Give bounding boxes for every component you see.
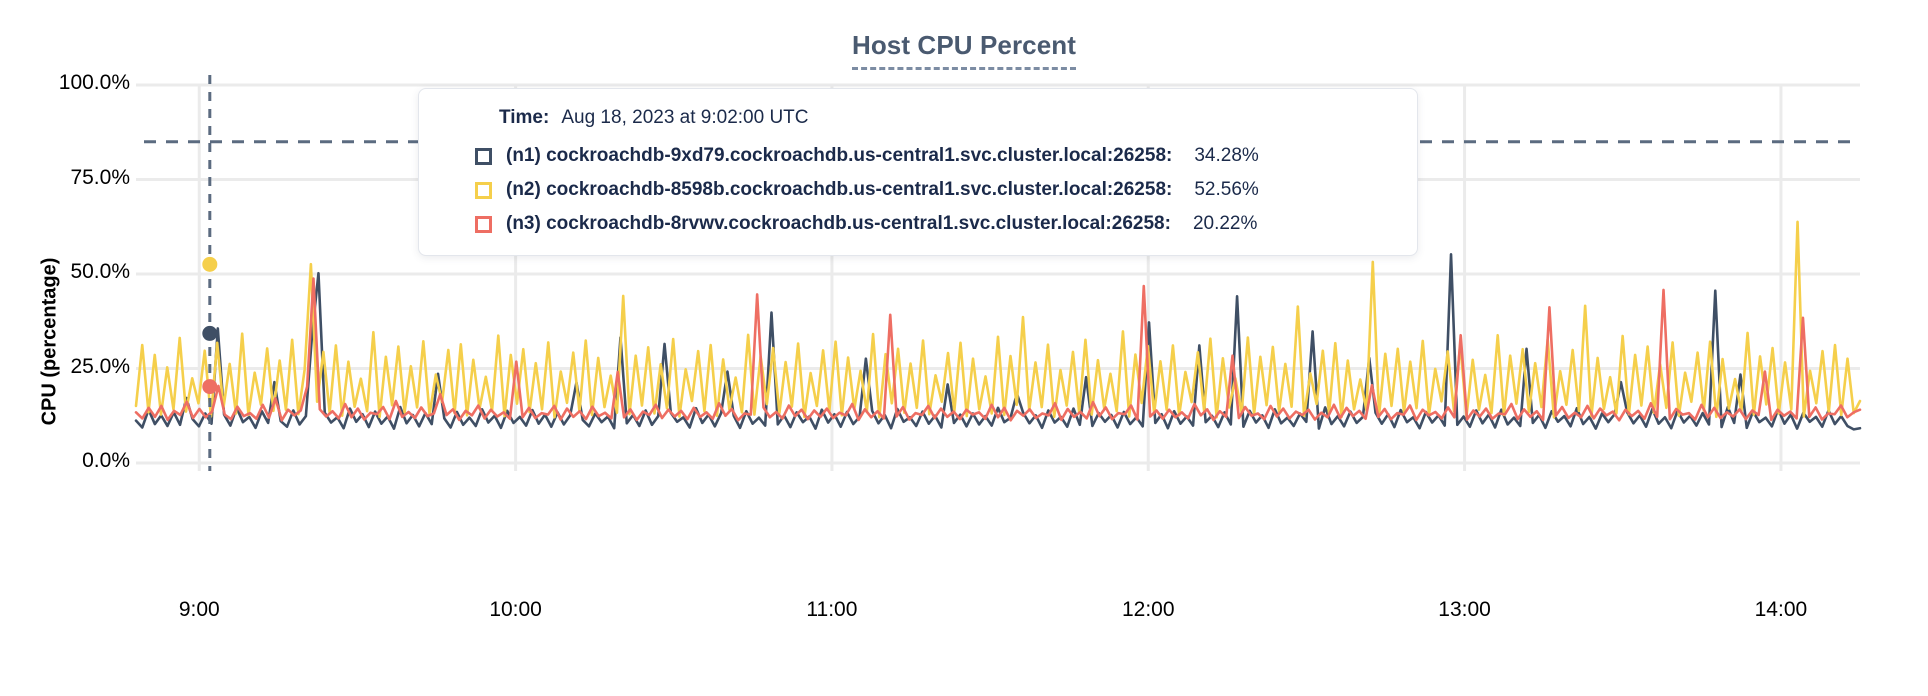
hover-tooltip: Time: Aug 18, 2023 at 9:02:00 UTC (n1) c… [418, 88, 1418, 256]
tooltip-series-list: (n1) cockroachdb-9xd79.cockroachdb.us-ce… [445, 145, 1391, 235]
chart-title-text: Host CPU Percent [851, 30, 1077, 70]
tooltip-series-value: 34.28% [1194, 145, 1259, 166]
y-tick-label: 75.0% [70, 165, 130, 189]
hover-marker-n3[interactable] [202, 379, 218, 395]
x-tick-label: 13:00 [1438, 598, 1491, 621]
series-line-n3[interactable] [134, 277, 1862, 422]
y-axis-title: CPU (percentage) [38, 257, 61, 426]
series-color-swatch-icon [475, 147, 492, 165]
y-axis: 0.0% 25.0% 50.0% 75.0% 100.0% [0, 0, 130, 696]
tooltip-series-row: (n2) cockroachdb-8598b.cockroachdb.us-ce… [445, 179, 1391, 201]
tooltip-series-name: (n1) cockroachdb-9xd79.cockroachdb.us-ce… [506, 145, 1173, 166]
y-tick-label: 25.0% [70, 354, 130, 378]
tooltip-series-name: (n3) cockroachdb-8rvwv.cockroachdb.us-ce… [506, 213, 1171, 234]
hover-marker-n1[interactable] [202, 325, 218, 341]
tooltip-time-label: Time: [499, 107, 550, 128]
tooltip-series-value: 20.22% [1192, 213, 1258, 234]
series-line-n2[interactable] [134, 220, 1862, 419]
x-tick-label: 11:00 [806, 598, 858, 621]
page-title: Host CPU Percent [0, 30, 1928, 70]
y-tick-label: 50.0% [70, 260, 130, 283]
series-line-n1[interactable] [134, 253, 1862, 431]
y-tick-label: 0.0% [82, 449, 130, 472]
tooltip-series-row: (n3) cockroachdb-8rvwv.cockroachdb.us-ce… [445, 213, 1391, 235]
series-color-swatch-icon [475, 215, 492, 233]
tooltip-time-row: Time: Aug 18, 2023 at 9:02:00 UTC [445, 107, 1391, 129]
tooltip-series-value: 52.56% [1194, 179, 1259, 200]
hover-marker-n2[interactable] [202, 256, 218, 272]
tooltip-time-value: Aug 18, 2023 at 9:02:00 UTC [561, 107, 809, 128]
tooltip-series-name: (n2) cockroachdb-8598b.cockroachdb.us-ce… [506, 179, 1173, 200]
x-tick-label: 14:00 [1754, 598, 1808, 621]
x-tick-label: 10:00 [489, 598, 542, 621]
x-tick-label: 9:00 [178, 598, 220, 621]
y-tick-label: 100.0% [58, 71, 130, 94]
x-tick-label: 12:00 [1121, 598, 1175, 621]
tooltip-series-row: (n1) cockroachdb-9xd79.cockroachdb.us-ce… [445, 145, 1391, 167]
series-color-swatch-icon [475, 181, 492, 199]
